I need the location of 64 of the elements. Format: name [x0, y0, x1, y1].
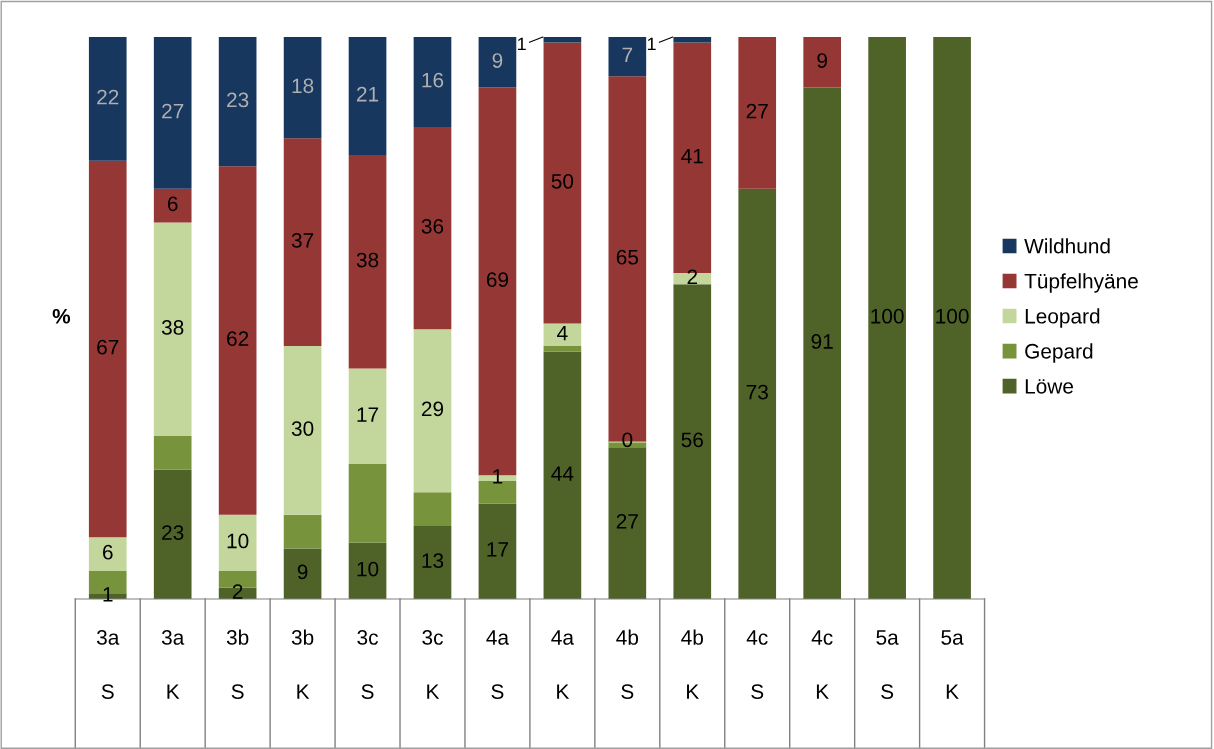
data-label: 6 [103, 544, 113, 560]
category-label: 4c K [811, 630, 833, 699]
data-label: 36 [421, 218, 444, 234]
data-label: 27 [162, 103, 184, 119]
legend-label: Leopard [1025, 308, 1100, 328]
data-label: 62 [227, 331, 249, 347]
data-label: 38 [161, 320, 184, 335]
data-label: 69 [486, 272, 509, 288]
data-label: 37 [291, 232, 314, 248]
data-label: 23 [227, 92, 249, 108]
legend-label: Wildhund [1024, 238, 1110, 254]
data-label: 2 [232, 584, 243, 599]
category-label: 3b S [226, 629, 249, 699]
data-label: 38 [356, 252, 379, 268]
data-label: 27 [746, 103, 768, 119]
category-label: 3c K [422, 630, 443, 699]
data-label: 56 [681, 432, 703, 448]
data-label: 29 [421, 401, 444, 417]
data-label: 1 [647, 37, 656, 51]
y-axis-title: % [52, 308, 71, 324]
data-label: 41 [681, 148, 703, 164]
data-label: 6 [167, 196, 178, 212]
data-label: 1 [103, 587, 113, 602]
data-label: 2 [687, 269, 698, 285]
data-label: 17 [357, 407, 379, 422]
data-label: 10 [227, 533, 249, 549]
category-label: 4a K [551, 630, 574, 699]
data-label: 4 [557, 325, 568, 341]
data-label: 23 [162, 525, 184, 540]
data-label: 100 [871, 308, 904, 324]
legend-label: Gepard [1025, 343, 1093, 363]
data-label: 22 [97, 89, 119, 105]
category-label: 4b S [616, 629, 639, 699]
data-label: 21 [357, 86, 379, 102]
data-label: 67 [97, 339, 119, 355]
data-label: 73 [746, 384, 768, 400]
legend-label: Tüpfelhyäne [1024, 273, 1138, 293]
category-label: 3b K [291, 629, 314, 699]
legend-label: Löwe [1025, 379, 1074, 394]
data-label: 13 [422, 553, 444, 569]
data-label: 10 [357, 561, 379, 577]
data-label: 91 [811, 334, 833, 349]
category-label: 5a S [876, 630, 899, 699]
data-label: 9 [297, 564, 308, 580]
data-label: 17 [487, 542, 508, 557]
data-label: 16 [422, 72, 444, 88]
category-label: 4a S [486, 630, 510, 699]
data-label: 18 [292, 78, 314, 94]
category-label: 4c S [746, 630, 768, 699]
data-label: 9 [817, 53, 827, 68]
category-label: 3a S [96, 630, 120, 699]
category-label: 4b K [681, 629, 703, 699]
data-label: 27 [616, 513, 638, 529]
data-label: 30 [291, 421, 314, 436]
data-label: 7 [622, 47, 633, 63]
data-label: 1 [518, 37, 526, 51]
data-label: 44 [551, 466, 574, 481]
category-label: 3a K [161, 630, 185, 699]
data-label: 65 [616, 249, 639, 265]
category-label: 5a K [941, 630, 964, 699]
category-label: 3c S [357, 630, 378, 699]
data-label: 100 [936, 308, 969, 324]
data-label: 50 [551, 173, 574, 189]
data-label: 9 [492, 53, 503, 68]
